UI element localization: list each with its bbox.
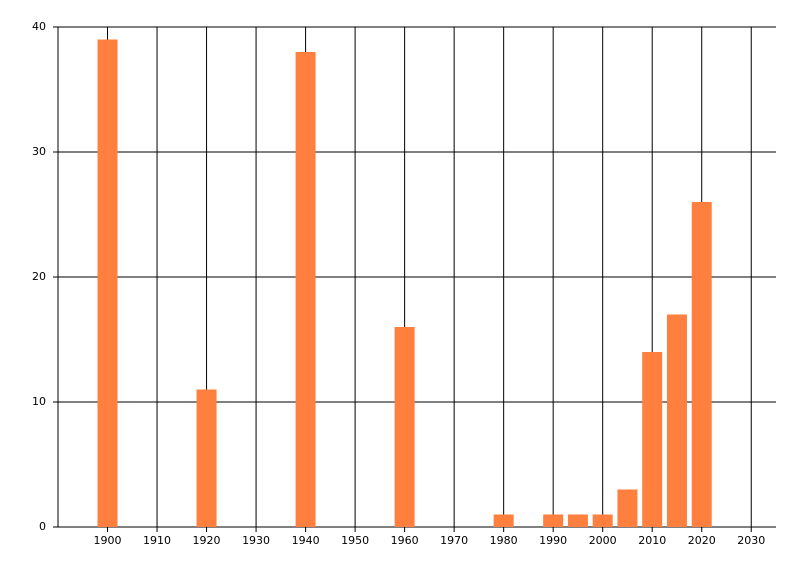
bar	[196, 389, 217, 527]
bar	[394, 327, 415, 527]
x-tick-label: 1930	[242, 534, 270, 547]
x-tick-label: 2020	[688, 534, 716, 547]
x-tick-label: 1920	[193, 534, 221, 547]
bar	[592, 514, 613, 527]
x-tick-label: 1990	[539, 534, 567, 547]
x-tick-label: 1970	[440, 534, 468, 547]
y-tick-label: 10	[32, 395, 46, 408]
x-tick-label: 1910	[143, 534, 171, 547]
y-tick-label: 20	[32, 270, 46, 283]
y-tick-label: 30	[32, 145, 46, 158]
y-tick-label: 0	[39, 520, 46, 533]
bar	[295, 52, 316, 527]
bar	[691, 202, 712, 527]
x-tick-label: 2010	[638, 534, 666, 547]
bar	[617, 489, 638, 527]
bar	[543, 514, 564, 527]
x-tick-label: 2030	[737, 534, 765, 547]
bar	[642, 352, 663, 527]
x-tick-label: 1980	[490, 534, 518, 547]
y-tick-label: 40	[32, 20, 46, 33]
x-tick-label: 1940	[292, 534, 320, 547]
x-tick-label: 1950	[341, 534, 369, 547]
x-tick-label: 1900	[94, 534, 122, 547]
bar	[666, 314, 687, 527]
x-tick-label: 1960	[391, 534, 419, 547]
x-tick-label: 2000	[589, 534, 617, 547]
bar	[97, 39, 118, 527]
bar	[493, 514, 514, 527]
bar	[567, 514, 588, 527]
